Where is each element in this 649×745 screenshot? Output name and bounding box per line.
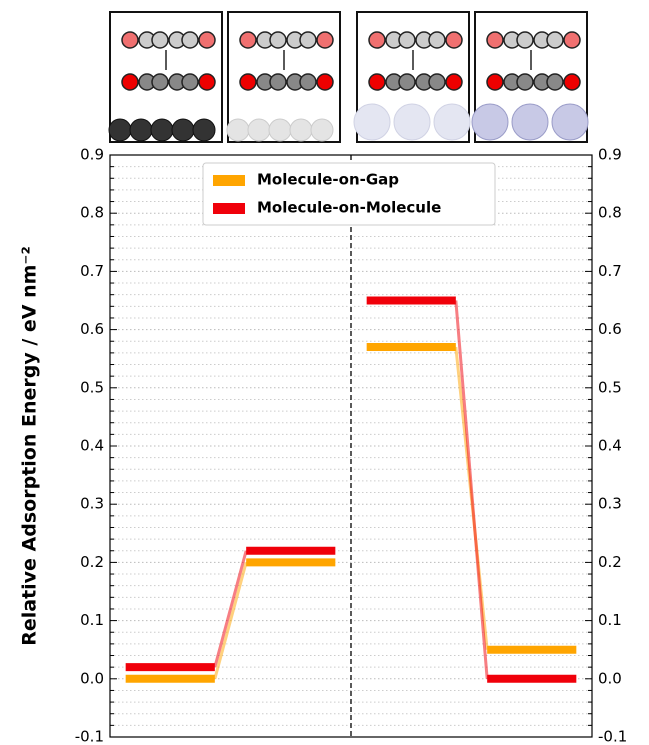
y-tick-label: 0.5 [80,378,104,396]
y-tick-label: -0.1 [75,728,104,745]
y2-tick-label: 0.5 [598,378,622,396]
y2-tick-label: 0.7 [598,262,622,280]
legend-swatch [213,203,245,214]
y-tick-label: 0.4 [80,437,104,455]
y-tick-label: 0.0 [80,669,104,687]
y-tick-label: 0.7 [80,262,104,280]
illustrations [109,12,588,142]
y2-tick-label: 0.0 [598,669,622,687]
y2-tick-label: 0.6 [598,320,622,338]
legend-swatch [213,175,245,186]
y-axis-label: Relative Adsorption Energy / eV nm⁻² [19,246,41,646]
y2-tick-label: 0.1 [598,611,622,629]
y2-tick-label: 0.3 [598,495,622,513]
y-tick-label: 0.2 [80,553,104,571]
panel-2 [227,12,340,142]
y2-tick-label: -0.1 [598,728,627,745]
y-tick-label: 0.1 [80,611,104,629]
y2-tick-label: 0.4 [598,437,622,455]
connector [215,551,246,667]
legend-label: Molecule-on-Gap [257,171,399,189]
panel-3 [354,12,470,142]
y2-tick-label: 0.8 [598,204,622,222]
y-tick-label: 0.3 [80,495,104,513]
legend-label: Molecule-on-Molecule [257,199,441,217]
connector [215,562,246,678]
y-tick-label: 0.8 [80,204,104,222]
y2-tick-label: 0.9 [598,146,622,164]
y2-tick-label: 0.2 [598,553,622,571]
panel-1 [109,12,222,142]
y-tick-label: 0.6 [80,320,104,338]
chart: Relative Adsorption Energy / eV nm⁻² -0.… [0,0,649,745]
panel-4 [472,12,588,142]
connector [456,301,487,679]
y-tick-label: 0.9 [80,146,104,164]
